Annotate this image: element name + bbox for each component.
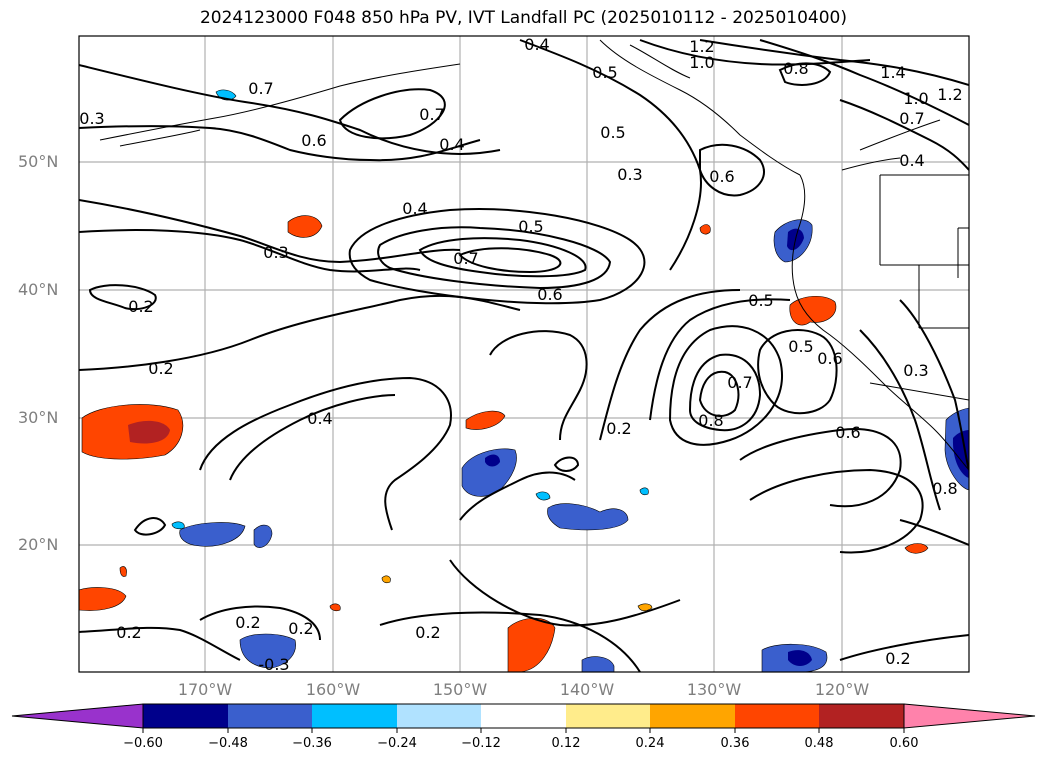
colorbar-tick-label: −0.12 xyxy=(461,736,501,751)
contour-label: 0.7 xyxy=(453,249,478,268)
contour-label: 0.2 xyxy=(128,297,153,316)
map-title: 2024123000 F048 850 hPa PV, IVT Landfall… xyxy=(199,8,847,28)
colorbar-cell xyxy=(481,704,566,728)
colorbar xyxy=(11,703,1036,733)
contour-label: 0.2 xyxy=(116,623,141,642)
contour-label: 0.4 xyxy=(402,199,427,218)
contour-label: 0.6 xyxy=(817,349,842,368)
contour-labels: 0.4 1.2 1.0 0.8 1.4 1.0 1.2 0.5 0.7 0.3 … xyxy=(79,35,962,674)
lon-label: 160°W xyxy=(305,680,361,699)
colorbar-tick-label: −0.24 xyxy=(377,736,417,751)
colorbar-cell xyxy=(566,704,650,728)
colorbar-tick-label: 0.48 xyxy=(804,736,834,751)
contour-label: 0.7 xyxy=(419,105,444,124)
colorbar-cell xyxy=(143,704,228,728)
contour-label: 1.0 xyxy=(689,53,714,72)
lat-label: 50°N xyxy=(18,152,59,171)
contour-label: 0.2 xyxy=(606,419,631,438)
coastlines xyxy=(99,39,969,471)
contour-label: 0.6 xyxy=(709,167,734,186)
contour-label: 0.8 xyxy=(698,411,723,430)
contour-label: 1.2 xyxy=(937,85,962,104)
contour-label: 1.0 xyxy=(903,89,928,108)
contour-label: 0.6 xyxy=(835,423,860,442)
contour-label: 0.5 xyxy=(592,63,617,82)
contour-label: 0.4 xyxy=(524,35,549,54)
colorbar-tick-label: 0.24 xyxy=(635,736,665,751)
map-background xyxy=(79,36,969,672)
contour-label: 0.6 xyxy=(301,131,326,150)
lat-label: 20°N xyxy=(18,535,59,554)
contour-label: 0.2 xyxy=(415,623,440,642)
contour-label: 0.3 xyxy=(903,361,928,380)
contour-label: 0.7 xyxy=(899,109,924,128)
colorbar-cell xyxy=(903,703,1036,729)
pv-contour-lines xyxy=(79,39,969,672)
colorbar-frame xyxy=(142,703,905,729)
contour-label: 0.5 xyxy=(748,291,773,310)
map-frame xyxy=(78,35,970,673)
contour-label: 0.7 xyxy=(727,373,752,392)
contour-label: 0.3 xyxy=(79,109,104,128)
contour-label: 0.8 xyxy=(783,59,808,78)
colorbar-cell xyxy=(397,704,481,728)
contour-label: 0.4 xyxy=(439,135,464,154)
colorbar-cell xyxy=(650,704,735,728)
colorbar-cell xyxy=(819,704,904,728)
contour-label: 0.5 xyxy=(518,217,543,236)
colorbar-tick-label: −0.60 xyxy=(123,736,163,751)
contour-label: -0.3 xyxy=(258,655,289,674)
lon-label: 130°W xyxy=(686,680,742,699)
lat-label: 40°N xyxy=(18,280,59,299)
lon-label: 170°W xyxy=(177,680,233,699)
contour-label: 0.7 xyxy=(248,79,273,98)
contour-label: 1.2 xyxy=(689,37,714,56)
colorbar-tick-label: 0.60 xyxy=(889,736,919,751)
gridlines xyxy=(79,36,969,672)
lon-label: 120°W xyxy=(814,680,870,699)
contour-label: 0.4 xyxy=(899,151,924,170)
contour-label: 1.4 xyxy=(880,63,905,82)
contour-label: 0.2 xyxy=(148,359,173,378)
contour-label: 0.8 xyxy=(932,479,957,498)
contour-label: 0.2 xyxy=(885,649,910,668)
colorbar-cell xyxy=(11,703,144,729)
colorbar-tick-label: 0.36 xyxy=(720,736,750,751)
lon-label: 140°W xyxy=(559,680,615,699)
lat-label: 30°N xyxy=(18,408,59,427)
colorbar-tick-label: 0.12 xyxy=(551,736,581,751)
contour-label: 0.5 xyxy=(600,123,625,142)
contour-label: 0.3 xyxy=(617,165,642,184)
contour-label: 0.2 xyxy=(288,619,313,638)
pv-fill-patches xyxy=(79,89,969,672)
contour-label: 0.6 xyxy=(537,285,562,304)
colorbar-tick-label: −0.48 xyxy=(208,736,248,751)
contour-label: 0.3 xyxy=(263,243,288,262)
contour-label: 0.2 xyxy=(235,613,260,632)
colorbar-cell xyxy=(228,704,312,728)
contour-label: 0.5 xyxy=(788,337,813,356)
colorbar-cell xyxy=(312,704,397,728)
colorbar-cell xyxy=(735,704,819,728)
contour-label: 0.4 xyxy=(307,409,332,428)
colorbar-tick-label: −0.36 xyxy=(292,736,332,751)
lon-label: 150°W xyxy=(432,680,488,699)
